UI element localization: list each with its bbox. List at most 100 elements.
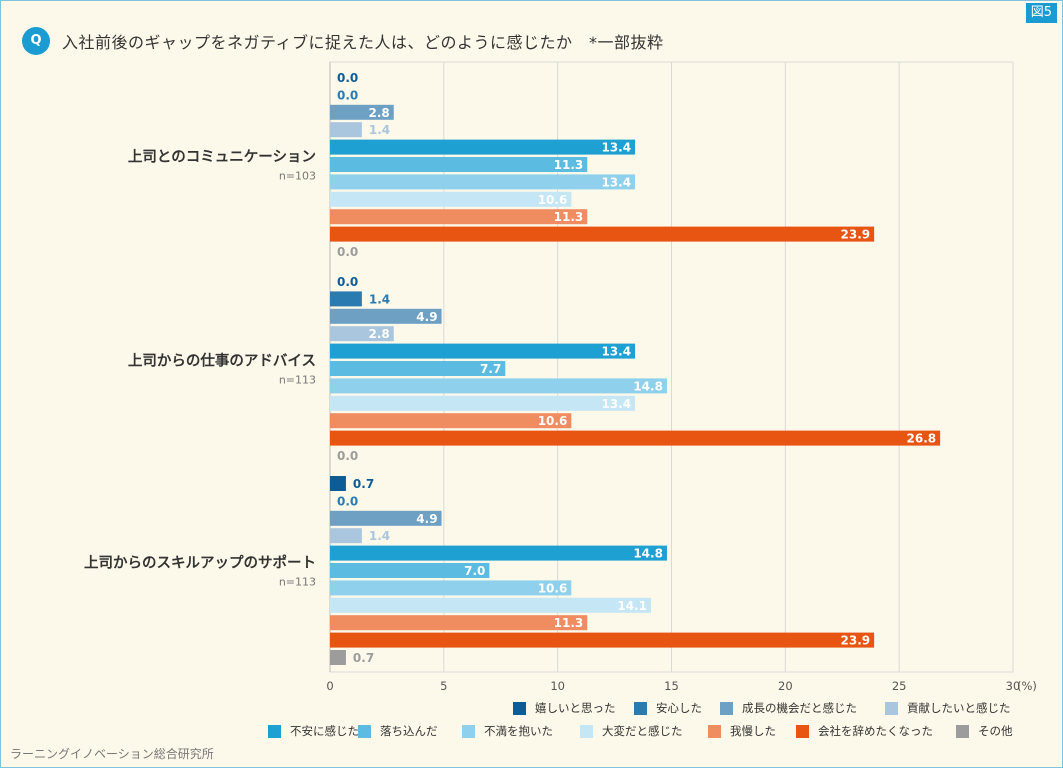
category-n-label: n=113 [279,576,316,589]
x-tick-label: 15 [664,679,679,693]
bar-value-label: 1.4 [369,529,390,543]
bar-value-label: 11.3 [554,616,584,630]
legend-label: 嬉しいと思った [535,701,616,715]
legend-item: 落ち込んだ [358,723,438,739]
legend-label: 安心した [656,701,702,715]
bar-value-label: 13.4 [601,175,631,189]
category-label: 上司からのスキルアップのサポート [84,554,316,572]
legend-item: 大変だと感じた [580,723,683,739]
bar-value-label: 13.4 [601,397,631,411]
bar-value-label: 11.3 [554,210,584,224]
bar [330,528,362,544]
bar-value-label: 4.9 [416,310,437,324]
bar-value-label: 23.9 [841,228,871,242]
bar-value-label: 0.0 [337,449,358,463]
legend-swatch [268,724,281,738]
legend-item: 安心した [634,700,702,716]
bar [330,122,362,138]
bar-value-label: 7.0 [464,564,485,578]
bar [330,157,588,172]
bar-value-label: 10.6 [538,414,568,428]
bar [330,226,875,242]
bar-chart: 0 5 10 15 20 25 30(%) 上司とのコミュニケーション n=103 上司からの仕事… [84,61,1037,693]
legend-swatch [708,724,721,738]
question-badge: Q [22,27,50,55]
legend-item: 不安に感じた [268,723,359,739]
bar-value-label: 26.8 [907,432,937,446]
figure-label: 図5 [1025,3,1057,23]
source-credit: ラーニングイノベーション総合研究所 [10,747,214,761]
x-tick-label: 20 [778,679,793,693]
bar [330,476,346,491]
legend-label: 会社を辞めたくなった [818,724,933,738]
bar [330,545,667,561]
bar-value-label: 0.0 [337,71,358,85]
legend-label: 落ち込んだ [380,724,438,738]
bar-value-label: 10.6 [538,581,568,595]
category-n-label: n=113 [279,374,316,387]
x-axis-unit: (%) [1017,679,1037,693]
bar [330,174,636,190]
bar [330,361,506,376]
legend-label: その他 [978,724,1013,738]
bar [330,291,362,307]
bar [330,326,394,342]
bar [330,209,588,225]
category-n-label: n=103 [279,170,316,183]
x-tick-label: 5 [440,679,447,693]
bar-value-label: 13.4 [601,141,631,155]
legend-label: 大変だと感じた [602,724,683,738]
legend-item: 不満を抱いた [462,723,553,739]
bar-value-label: 10.6 [538,193,568,207]
bar-value-label: 1.4 [369,123,390,137]
legend-swatch [462,724,475,738]
bar [330,580,572,596]
bar-value-label: 7.7 [480,362,501,376]
legend-swatch [358,724,371,738]
category-label: 上司からの仕事のアドバイス [128,352,316,370]
bar-value-label: 2.8 [368,106,389,120]
legend-swatch [513,701,526,715]
bar [330,563,490,578]
legend-item: 会社を辞めたくなった [796,723,933,739]
bar [330,615,588,631]
legend-swatch [796,724,809,738]
legend-label: 不満を抱いた [484,724,553,738]
bar-value-label: 14.8 [633,547,663,561]
bar-value-label: 1.4 [369,292,390,306]
bar [330,413,572,429]
bar [330,343,636,359]
x-tick-label: 0 [326,679,333,693]
legend-swatch [956,724,969,738]
legend-item: 成長の機会だと感じた [720,700,857,716]
x-tick-label: 25 [892,679,907,693]
bar-value-label: 2.8 [368,327,389,341]
bar-value-label: 0.7 [353,477,374,491]
legend: 嬉しいと思った 安心した 成長の機会だと感じた 貢献したいと感じた 不安に感じた 落ち込ん… [0,692,1063,740]
bar-value-label: 11.3 [554,158,584,172]
bar-value-label: 23.9 [841,634,871,648]
bar [330,104,394,120]
bar [330,395,636,411]
bar [330,139,636,155]
legend-item: 我慢した [708,723,776,739]
bar [330,191,572,207]
bar [330,650,346,665]
bar-value-label: 0.0 [337,275,358,289]
bar [330,378,667,394]
bar [330,308,442,324]
bar-value-label: 0.0 [337,245,358,259]
bar-value-label: 4.9 [416,512,437,526]
legend-item: その他 [956,723,1013,739]
legend-label: 我慢した [730,724,776,738]
legend-swatch [885,701,898,715]
bar-value-label: 0.0 [337,494,358,508]
bar [330,510,442,526]
bar [330,430,941,446]
bar-value-label: 14.8 [633,379,663,393]
category-label: 上司とのコミュニケーション [128,149,316,166]
bar [330,632,875,648]
bar-value-label: 13.4 [601,345,631,359]
x-tick-label: 10 [550,679,565,693]
legend-swatch [634,701,647,715]
